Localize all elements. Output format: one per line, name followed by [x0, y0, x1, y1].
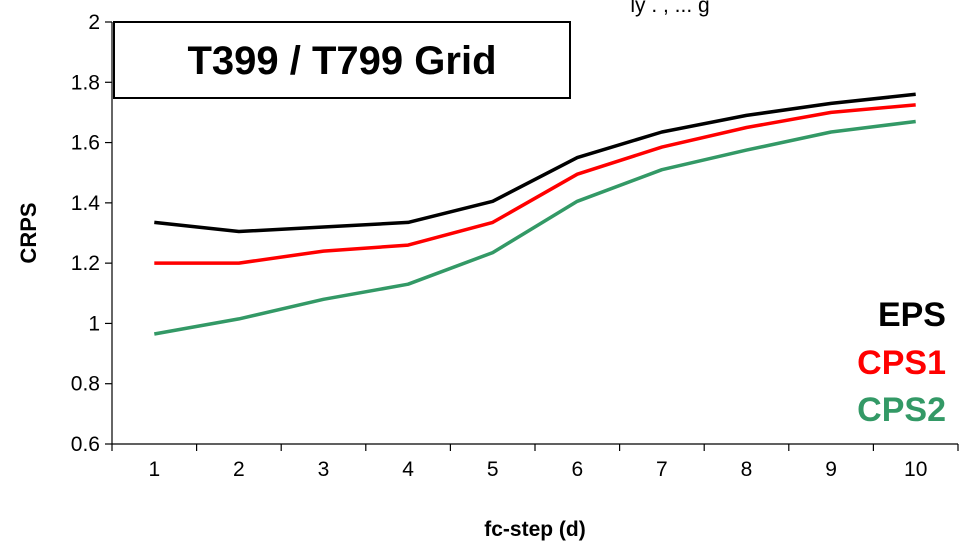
x-axis-title: fc-step (d): [484, 518, 586, 541]
partial-top-title: ly . , ... g: [630, 0, 709, 17]
legend: EPS CPS1 CPS2: [857, 296, 946, 429]
y-tick-label: 0.6: [71, 433, 100, 456]
x-tick-label: 3: [318, 458, 330, 481]
x-tick-label: 9: [825, 458, 837, 481]
chart-title: T399 / T799 Grid: [187, 39, 496, 83]
legend-cps1: CPS1: [857, 344, 946, 382]
x-tick-label: 6: [571, 458, 583, 481]
y-tick-label: 1.8: [71, 71, 100, 94]
title-box: [113, 21, 571, 99]
legend-cps2: CPS2: [857, 391, 946, 429]
x-tick-label: 10: [904, 458, 927, 481]
series-line-cps2: [153, 119, 916, 336]
x-tick-label: 5: [487, 458, 499, 481]
series-line-cps1: [154, 103, 916, 265]
x-tick-label: 1: [148, 458, 160, 481]
x-tick-label: 2: [233, 458, 245, 481]
y-tick-label: 1.2: [71, 252, 100, 275]
y-tick-label: 2: [88, 11, 100, 34]
series-lines: [153, 92, 916, 336]
y-tick-label: 1: [88, 312, 100, 335]
x-tick-label: 4: [402, 458, 414, 481]
y-tick-label: 1.4: [71, 192, 101, 215]
y-tick-label: 1.6: [71, 132, 100, 155]
x-tick-label: 7: [656, 458, 668, 481]
legend-eps: EPS: [878, 296, 946, 334]
series-line-eps: [154, 92, 916, 234]
y-tick-label: 0.8: [71, 373, 100, 396]
x-tick-label: 8: [741, 458, 753, 481]
y-axis-ticks: 0.6 0.8 1 1.2 1.4 1.6 1.8 2: [71, 11, 112, 456]
x-axis-ticks: 1 2 3 4 5 6 7 8 9 10: [111, 444, 959, 481]
y-axis-title: CRPS: [16, 202, 41, 263]
